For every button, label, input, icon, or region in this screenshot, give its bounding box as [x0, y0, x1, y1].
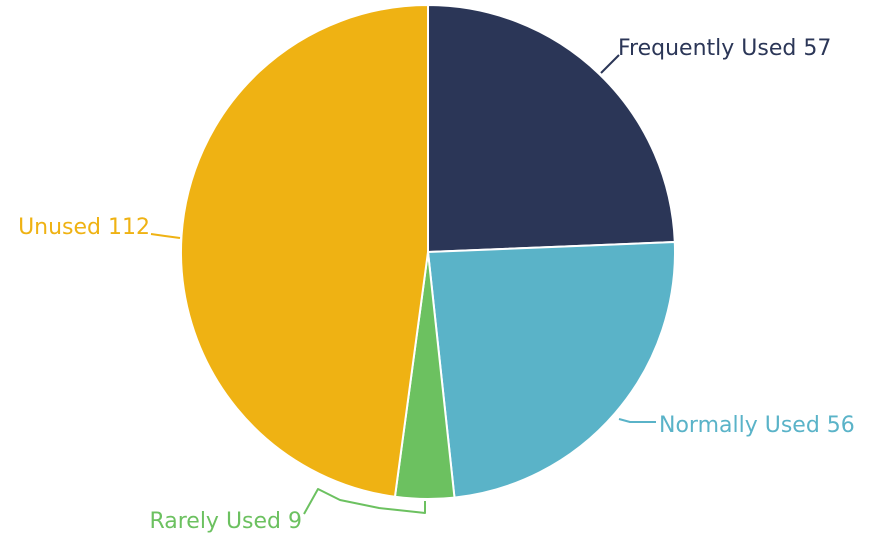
slice-label-frequently-used: Frequently Used 57: [618, 36, 831, 61]
slice-label-normally-used: Normally Used 56: [659, 413, 855, 438]
pie-slice-frequently-used[interactable]: [427, 4, 676, 253]
leader-line-frequently-used: [600, 54, 620, 74]
leader-line-unused: [150, 233, 181, 239]
slice-label-rarely-used: Rarely Used 9: [149, 509, 302, 534]
slice-label-unused: Unused 112: [18, 215, 150, 240]
pie-slices: [179, 4, 676, 500]
leader-lines: [150, 54, 656, 515]
leader-line-normally-used: [618, 418, 656, 423]
slice-labels: Frequently Used 57 Normally Used 56 Rarely…: [18, 36, 855, 534]
leader-line-rarely-used: [303, 488, 426, 515]
pie-slice-unused[interactable]: [179, 4, 429, 498]
pie-slice-normally-used[interactable]: [427, 241, 676, 499]
